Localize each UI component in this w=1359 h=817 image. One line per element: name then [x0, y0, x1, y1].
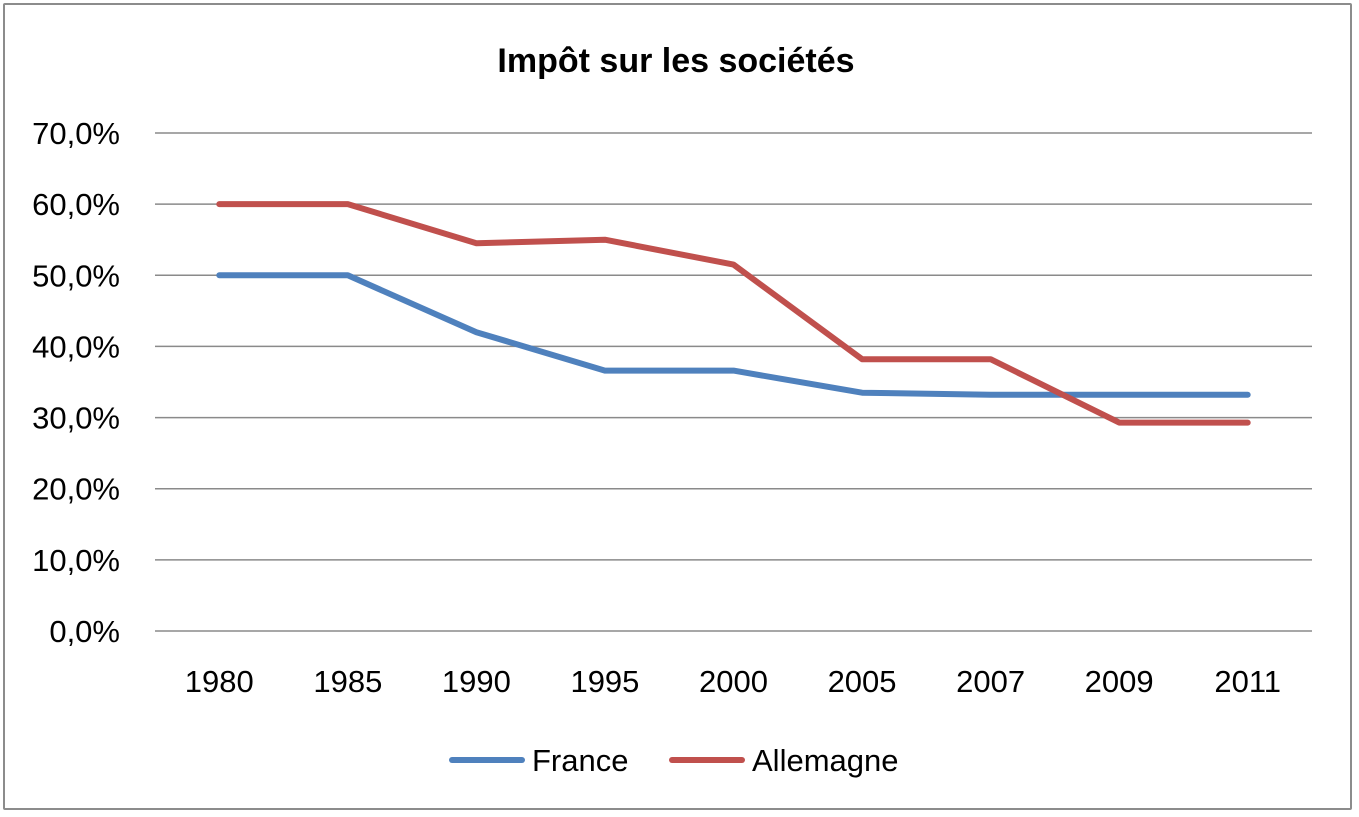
y-tick-label: 20,0% [32, 472, 120, 507]
legend-label: France [532, 743, 628, 778]
x-tick-label: 2000 [699, 664, 768, 699]
x-tick-label: 1990 [442, 664, 511, 699]
chart-title: Impôt sur les sociétés [497, 42, 854, 80]
x-tick-label: 2009 [1085, 664, 1154, 699]
y-tick-label: 60,0% [32, 187, 120, 222]
y-tick-label: 10,0% [32, 543, 120, 578]
x-tick-label: 1995 [570, 664, 639, 699]
x-axis-ticks: 1980 1985 1990 1995 2000 2005 2007 2009 2011 [185, 664, 1281, 699]
x-tick-label: 1980 [185, 664, 254, 699]
chart-frame [3, 3, 1352, 810]
series-line-allemagne [216, 201, 1251, 426]
y-tick-label: 0,0% [49, 614, 120, 649]
y-axis-ticks: 0,0% 10,0% 20,0% 30,0% 40,0% 50,0% 60,0% 70,0% [32, 116, 120, 649]
y-tick-label: 30,0% [32, 401, 120, 436]
x-tick-label: 2011 [1214, 664, 1281, 699]
series-lines [216, 201, 1251, 426]
x-tick-label: 2007 [956, 664, 1025, 699]
x-tick-label: 1985 [313, 664, 382, 699]
series-line-france [216, 272, 1251, 398]
legend-label: Allemagne [752, 743, 898, 778]
x-tick-label: 2005 [828, 664, 897, 699]
legend: France Allemagne [449, 743, 898, 778]
y-tick-label: 40,0% [32, 329, 120, 364]
y-tick-label: 70,0% [32, 116, 120, 151]
y-tick-label: 50,0% [32, 258, 120, 293]
gridlines [155, 132, 1312, 632]
